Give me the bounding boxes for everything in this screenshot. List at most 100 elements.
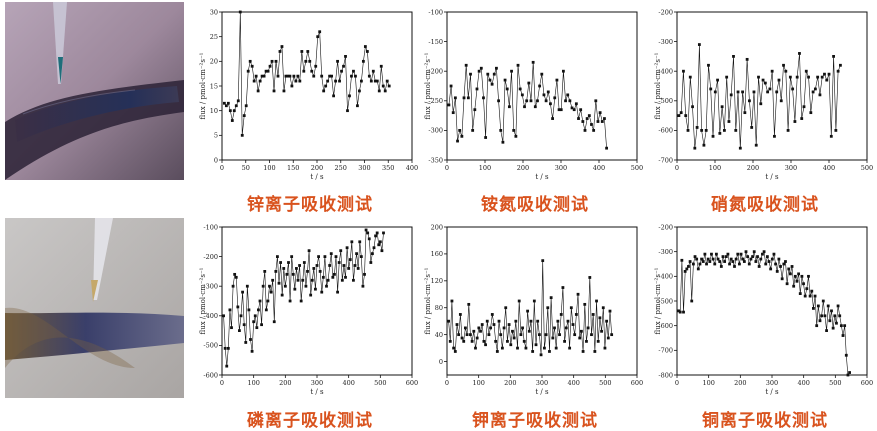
data-point bbox=[310, 69, 314, 73]
data-point bbox=[375, 231, 379, 235]
data-point bbox=[295, 267, 298, 270]
data-point bbox=[677, 309, 680, 313]
data-point bbox=[821, 299, 825, 303]
y-tick-label: 0 bbox=[214, 156, 218, 164]
data-point bbox=[820, 75, 824, 79]
data-point bbox=[544, 99, 548, 103]
y-tick-label: -600 bbox=[203, 371, 218, 379]
data-point bbox=[224, 104, 228, 108]
data-point bbox=[779, 99, 783, 103]
data-point bbox=[296, 74, 300, 78]
chart-svg: 0 100 200 300 400 500 600 0 40 80 120 160 200 t / s fl… bbox=[424, 223, 643, 396]
data-point bbox=[226, 346, 230, 350]
chart-svg: 0 100 200 300 400 500 600 -800 -700 -600 -500 -400 -… bbox=[654, 223, 873, 396]
nitrate-flux-chart: 0 100 200 300 400 500 -700 -600 -500 -400 -300 -200… bbox=[654, 8, 873, 182]
data-point bbox=[226, 101, 230, 105]
data-point bbox=[785, 282, 789, 286]
data-point bbox=[252, 320, 256, 324]
data-point bbox=[359, 79, 363, 83]
data-point bbox=[458, 129, 462, 132]
data-point bbox=[767, 260, 771, 263]
data-point bbox=[531, 60, 535, 64]
data-point bbox=[359, 255, 363, 258]
x-tick-label: 500 bbox=[829, 379, 841, 387]
data-point bbox=[595, 299, 598, 303]
data-point bbox=[541, 259, 545, 263]
data-point bbox=[245, 284, 249, 288]
data-point bbox=[532, 299, 536, 303]
data-point bbox=[268, 64, 272, 68]
data-point bbox=[495, 350, 499, 353]
data-point bbox=[724, 255, 728, 258]
data-point bbox=[238, 10, 242, 14]
data-point bbox=[312, 74, 316, 78]
data-point bbox=[350, 74, 353, 78]
data-point bbox=[848, 371, 851, 374]
data-point bbox=[272, 89, 276, 93]
data-point bbox=[590, 333, 593, 337]
y-tick-label: -250 bbox=[428, 97, 443, 105]
data-point bbox=[246, 69, 250, 73]
y-tick-label: 5 bbox=[214, 132, 218, 140]
data-point bbox=[490, 82, 494, 86]
data-point bbox=[775, 270, 779, 273]
data-point bbox=[563, 339, 566, 343]
data-point bbox=[713, 262, 717, 266]
data-point bbox=[489, 326, 493, 330]
data-point bbox=[603, 117, 606, 120]
data-point bbox=[320, 74, 324, 78]
data-point bbox=[591, 313, 595, 316]
data-point bbox=[228, 308, 232, 312]
x-tick-label: 600 bbox=[406, 379, 418, 387]
data-point bbox=[451, 111, 455, 115]
data-point bbox=[574, 102, 578, 106]
series-line bbox=[448, 260, 612, 355]
data-point bbox=[514, 134, 518, 138]
y-axis-label: flux / pmol·cm⁻²s⁻¹ bbox=[199, 267, 207, 334]
data-point bbox=[356, 267, 360, 270]
y-tick-label: -600 bbox=[658, 322, 673, 330]
data-point bbox=[495, 66, 498, 70]
data-point bbox=[691, 262, 695, 266]
data-point bbox=[610, 333, 614, 337]
data-point bbox=[466, 96, 470, 100]
y-tick-label: -300 bbox=[658, 248, 673, 256]
data-point bbox=[474, 346, 477, 350]
data-point bbox=[811, 90, 815, 94]
data-point bbox=[308, 59, 312, 63]
data-point bbox=[790, 265, 794, 268]
data-point bbox=[258, 299, 262, 303]
data-point bbox=[577, 117, 580, 120]
data-point bbox=[825, 78, 829, 82]
data-point bbox=[761, 78, 765, 82]
data-point bbox=[731, 260, 735, 263]
x-axis-label: t / s bbox=[765, 388, 779, 396]
data-point bbox=[484, 136, 488, 139]
x-tick-label: 350 bbox=[382, 164, 394, 172]
data-point bbox=[780, 277, 784, 281]
x-tick-label: 400 bbox=[342, 379, 354, 387]
data-point bbox=[332, 94, 335, 98]
phosphate-flux-chart: 0 100 200 300 400 500 600 -600 -500 -400 -300 -200 -… bbox=[199, 223, 418, 397]
data-point bbox=[736, 90, 740, 94]
data-point bbox=[244, 104, 248, 108]
data-point bbox=[512, 336, 516, 340]
data-point bbox=[782, 63, 785, 67]
data-point bbox=[728, 262, 731, 266]
data-point bbox=[266, 299, 270, 303]
data-point bbox=[682, 310, 685, 314]
data-point bbox=[497, 99, 500, 103]
data-point bbox=[695, 257, 699, 261]
data-point bbox=[287, 261, 290, 264]
data-point bbox=[236, 99, 240, 103]
data-point bbox=[323, 255, 327, 258]
data-point bbox=[471, 129, 475, 132]
data-point bbox=[288, 299, 292, 303]
data-point bbox=[460, 134, 464, 138]
data-point bbox=[234, 104, 238, 108]
data-point bbox=[369, 79, 373, 83]
x-tick-label: 600 bbox=[631, 379, 643, 387]
data-point bbox=[784, 260, 787, 263]
data-point bbox=[598, 111, 602, 115]
data-point bbox=[601, 306, 605, 310]
